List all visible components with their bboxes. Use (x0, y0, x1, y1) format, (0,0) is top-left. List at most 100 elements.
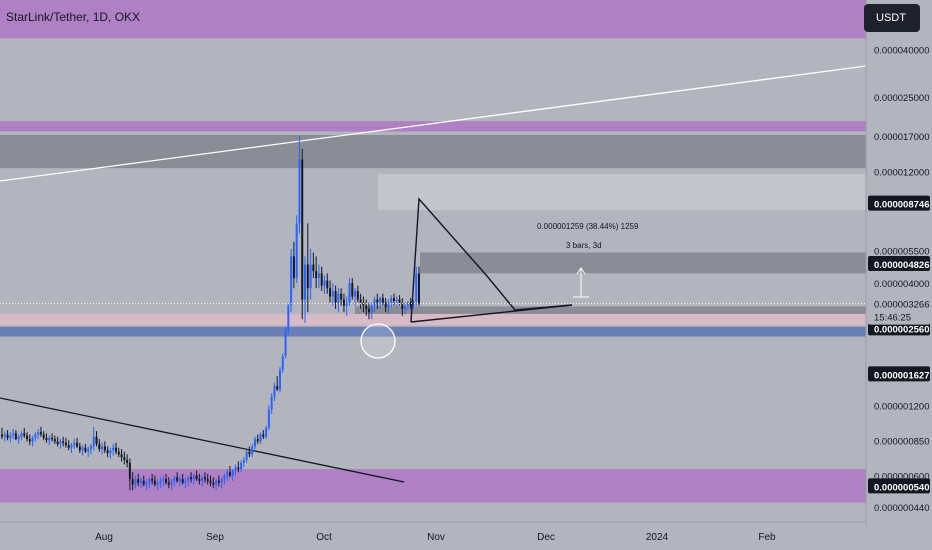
candle-body (62, 441, 65, 443)
candle-body (362, 302, 365, 306)
candle-body (67, 445, 70, 448)
candle-body (53, 439, 56, 442)
candle-body (309, 264, 312, 289)
price-tick-label: 0.000017000 (874, 132, 929, 143)
candle-body (373, 299, 376, 306)
candle-body (59, 441, 62, 444)
candle-body (245, 451, 248, 460)
last-price-bg (868, 294, 930, 325)
candle-body (290, 256, 293, 306)
measurement-label: 0.000001259 (38.44%) 1259 (537, 222, 639, 231)
trendline-black (0, 397, 405, 483)
candle-body (270, 397, 273, 410)
candle-body (128, 462, 131, 480)
candle-body (39, 432, 42, 435)
candle-body (170, 480, 173, 485)
candle-body (112, 447, 115, 451)
candle-body (1, 434, 3, 437)
currency-button[interactable]: USDT (864, 4, 920, 32)
candle-body (295, 223, 298, 279)
time-tick-label: Nov (427, 532, 445, 543)
candle-body (178, 479, 181, 481)
drawings-back-layer (0, 65, 867, 483)
candle-body (337, 293, 340, 303)
candle-body (95, 436, 98, 444)
candle-body (284, 330, 287, 356)
time-axis[interactable]: Aug Sep Oct Nov Dec 2024 Feb (95, 532, 776, 543)
candle-body (376, 299, 379, 303)
candle-body (81, 447, 84, 451)
candle-body (267, 409, 270, 428)
price-label: 0.000001627 (874, 370, 929, 381)
candle-body (354, 290, 357, 297)
candle-body (273, 386, 276, 398)
price-tick-label: 0.000040000 (874, 45, 929, 56)
candle-body (167, 482, 170, 485)
candle-body (317, 273, 320, 279)
candle-body (348, 283, 351, 303)
trendline-white (0, 65, 867, 182)
candle-body (56, 441, 59, 444)
price-tick-label: 0.000012000 (874, 168, 929, 179)
candle-body (17, 436, 20, 440)
candle-body (192, 475, 195, 480)
candle-body (279, 369, 281, 390)
candle-body (134, 479, 137, 485)
candle-body (359, 299, 362, 303)
candle-body (131, 479, 134, 485)
candle-body (345, 302, 348, 306)
candle-body (106, 450, 109, 453)
symbol-title: StarLink/Tether, 1D, OKX (6, 10, 141, 24)
candle-body (126, 459, 129, 463)
zones-layer (0, 0, 866, 503)
candle-body (242, 459, 245, 463)
candle-body (3, 434, 6, 437)
price-tick-label: 0.000004000 (874, 279, 929, 290)
candle-body (387, 302, 390, 308)
candle-body (203, 477, 206, 480)
candle-body (159, 480, 162, 483)
candle-body (109, 450, 112, 453)
candle-body (114, 447, 117, 452)
candle-body (176, 477, 179, 481)
candle-body (253, 439, 256, 447)
candle-body (315, 271, 318, 279)
measure-arrow-head (576, 267, 586, 275)
candle-body (365, 305, 368, 309)
candle-body (340, 293, 343, 300)
candle-body (220, 479, 223, 483)
price-tick-label: 0.000000600 (874, 472, 929, 483)
candle-body (51, 437, 54, 440)
candle-body (342, 299, 345, 306)
candle-body (237, 467, 240, 470)
candle-body (78, 446, 81, 451)
candle-body (331, 290, 334, 297)
candle-body (120, 454, 123, 458)
candle-body (217, 480, 220, 483)
candle-body (248, 451, 251, 455)
candle-body (12, 433, 15, 436)
candle-body (329, 288, 332, 297)
candle-body (162, 479, 165, 481)
candle-body (184, 480, 187, 483)
candle-body (223, 475, 226, 480)
candle-body (304, 264, 307, 300)
candle-body (198, 479, 201, 481)
candle-body (98, 443, 101, 449)
candle-body (140, 480, 142, 483)
time-tick-label: Dec (537, 532, 555, 543)
candle-body (379, 298, 382, 303)
candle-body (117, 451, 120, 455)
candle-body (156, 482, 159, 485)
price-label-bg (868, 195, 930, 211)
candle-body (401, 302, 404, 309)
candle-body (103, 446, 106, 451)
price-axis[interactable]: 0.000040000 0.000025000 0.000017000 0.00001… (868, 45, 930, 514)
candle-body (390, 298, 393, 303)
price-tick-label: 0.000005500 (874, 247, 929, 258)
price-tick-label: 0.000001200 (874, 401, 929, 412)
price-label: 0.000008746 (874, 200, 929, 211)
candle-body (173, 477, 176, 481)
time-tick-label: Aug (95, 532, 113, 543)
